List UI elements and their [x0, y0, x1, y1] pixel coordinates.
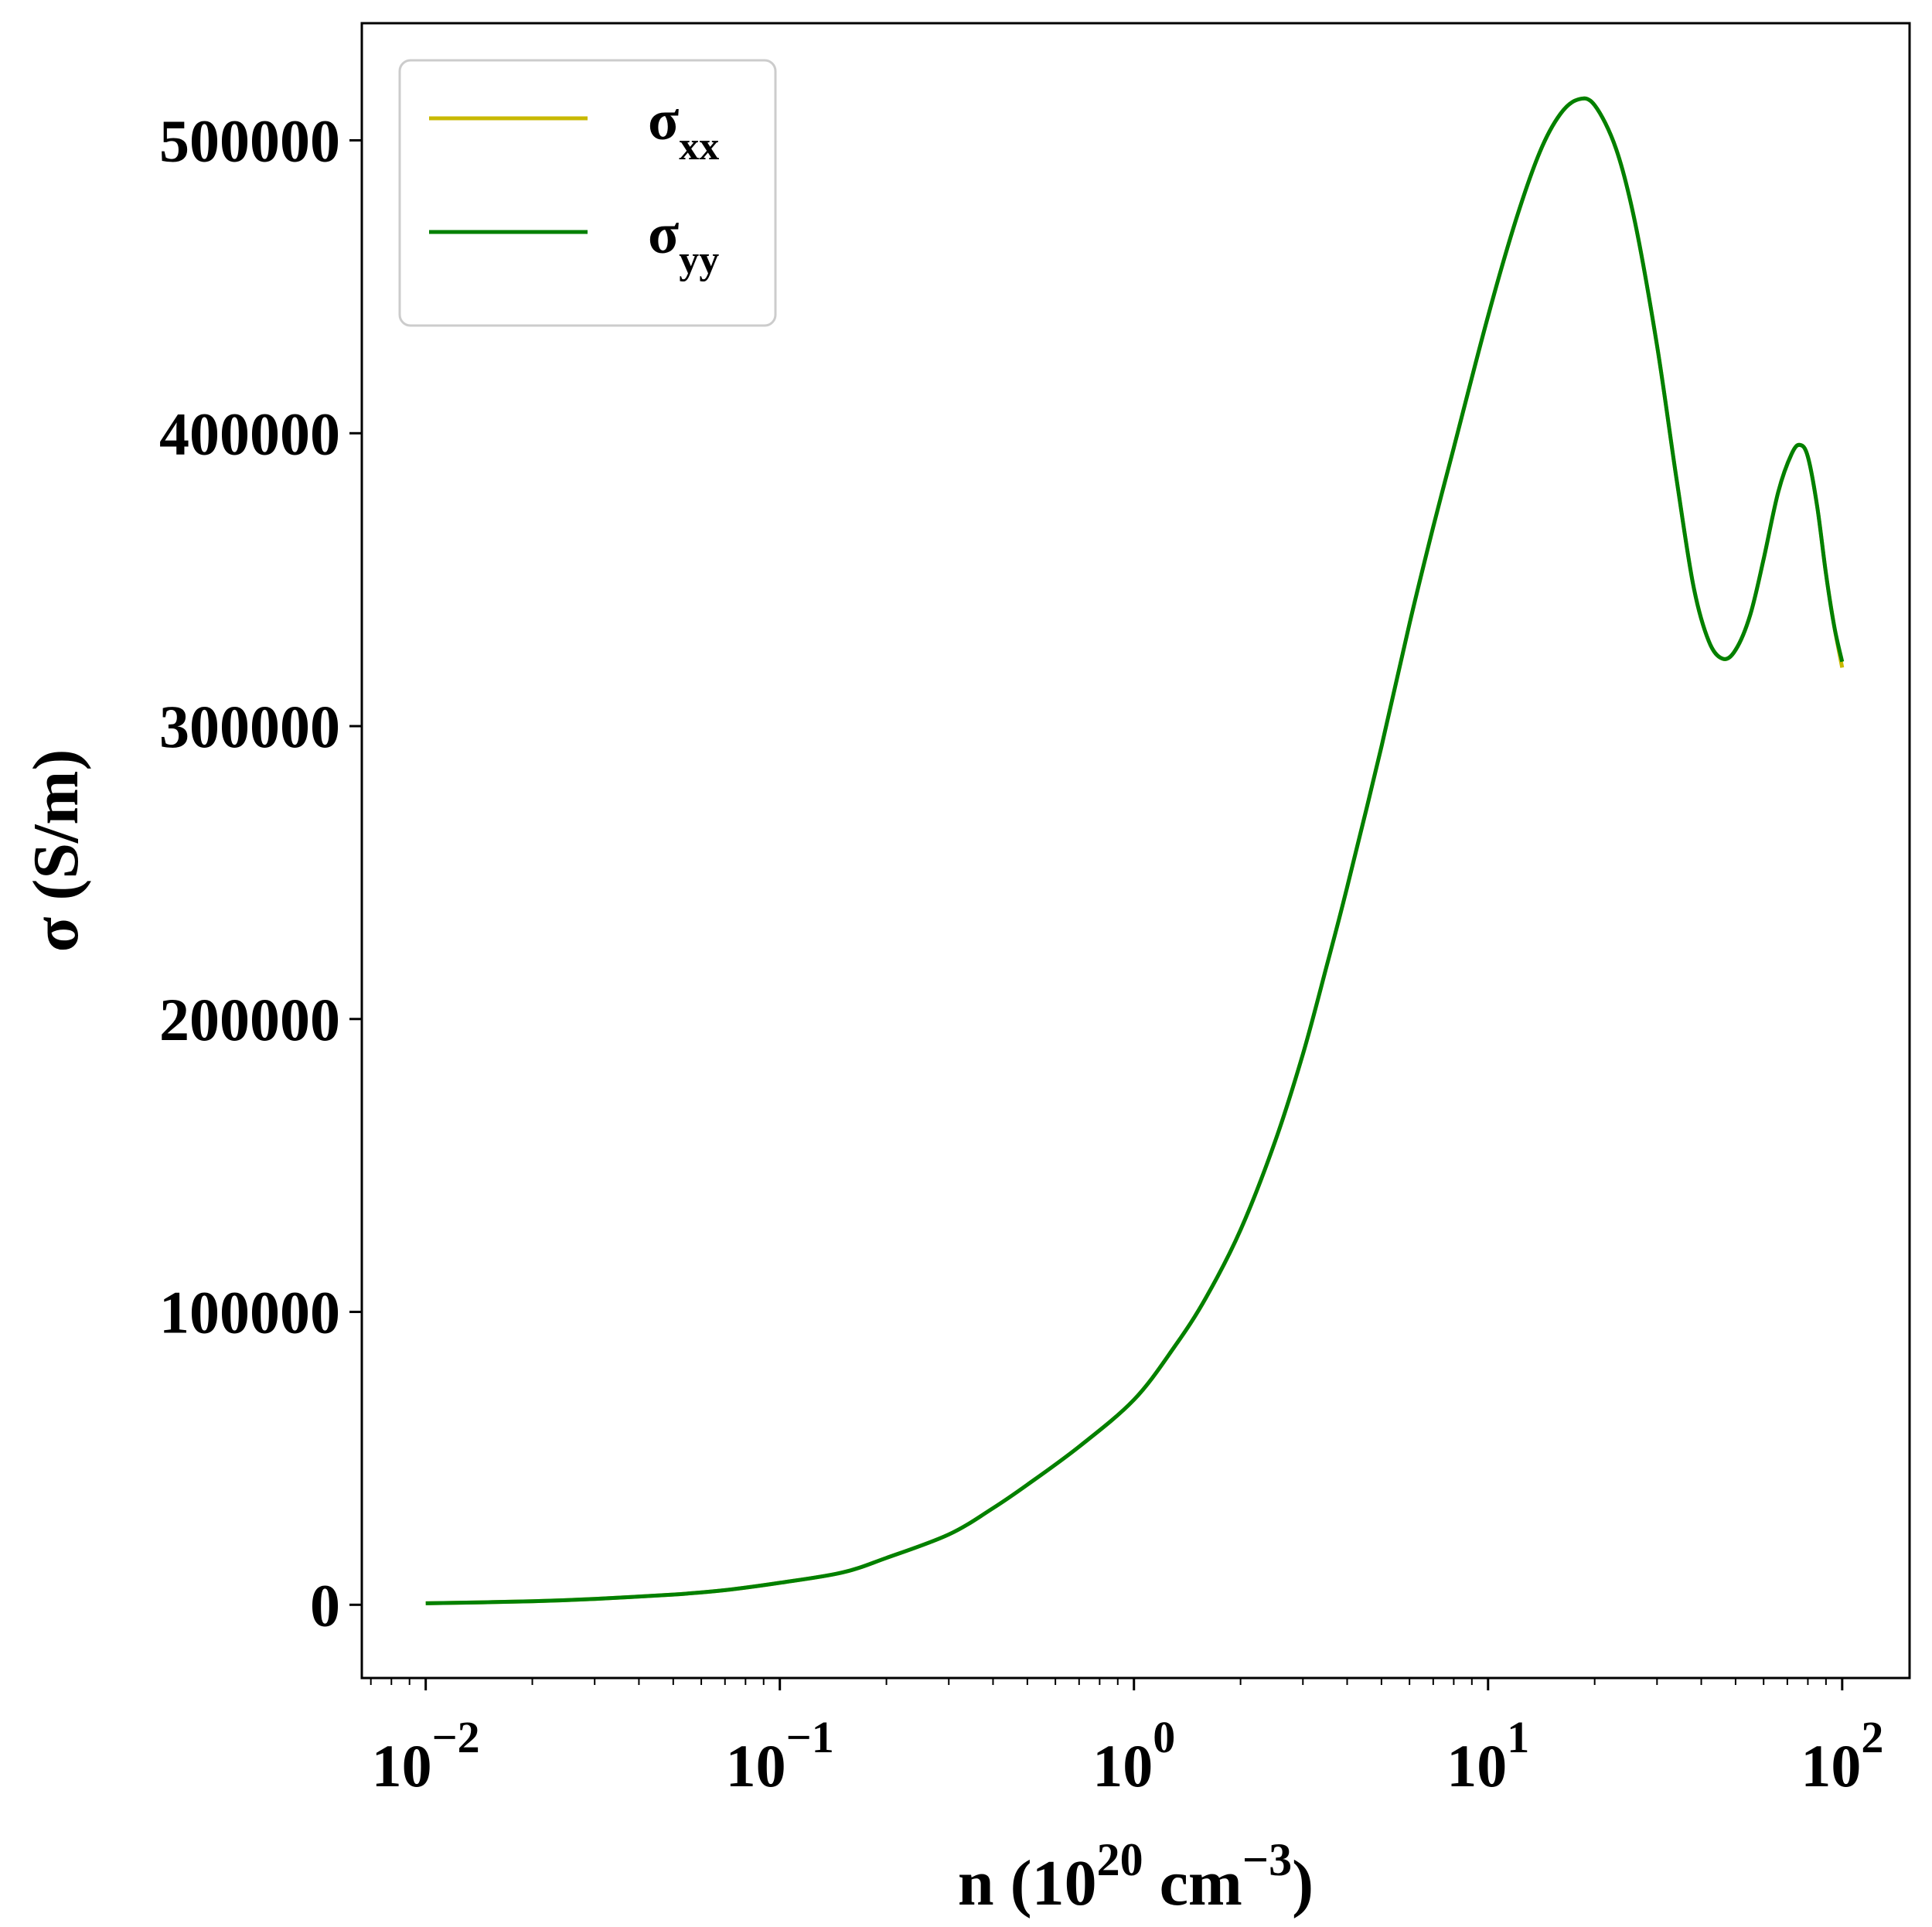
- x-tick-label: 10−1: [726, 1712, 834, 1799]
- y-tick-label: 300000: [159, 693, 340, 760]
- y-tick-label: 0: [310, 1571, 340, 1639]
- x-tick-label: 10−2: [372, 1712, 480, 1799]
- x-axis-label: n (1020 cm−3): [958, 1834, 1314, 1919]
- y-tick-label: 200000: [159, 986, 340, 1053]
- legend-label-sigma-yy: σyy: [648, 203, 719, 282]
- y-tick-label: 100000: [159, 1279, 340, 1346]
- series-lines: [425, 96, 1845, 1605]
- x-tick-label: 101: [1446, 1712, 1529, 1799]
- plot-frame: [360, 22, 1911, 1680]
- legend-label-sigma-xx: σxx: [648, 89, 719, 169]
- x-major-ticks: 10−2 10−1 100 101 102: [372, 1678, 1883, 1799]
- y-ticks: 0 100000 200000 300000 400000 500000: [159, 107, 362, 1639]
- y-tick-label: 400000: [159, 400, 340, 467]
- y-tick-label: 500000: [159, 107, 340, 175]
- legend-box: [398, 59, 777, 327]
- series-line-yy: [425, 96, 1845, 1605]
- y-axis-label: σ (S/m): [20, 749, 92, 953]
- x-tick-label: 102: [1801, 1712, 1883, 1799]
- x-tick-label: 100: [1092, 1712, 1175, 1799]
- legend: σxx σyy: [398, 59, 777, 327]
- x-minor-ticks: [370, 1678, 1827, 1685]
